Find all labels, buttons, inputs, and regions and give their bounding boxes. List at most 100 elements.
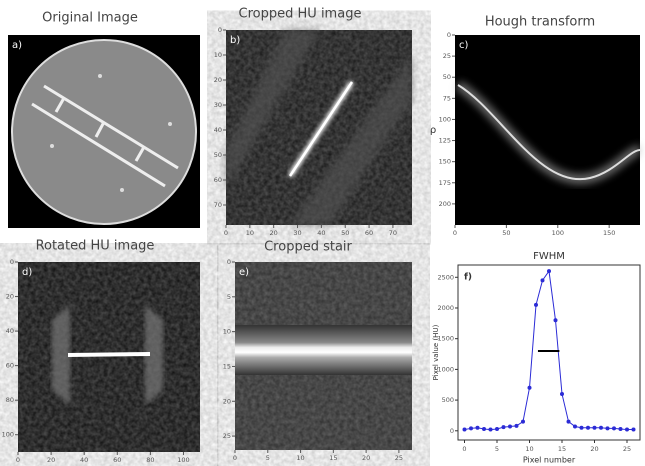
data-point [502, 425, 506, 429]
x-tick-label: 50 [341, 229, 349, 237]
y-tick-label: 0 [10, 258, 14, 266]
image-d [18, 262, 200, 452]
data-point [541, 278, 545, 282]
y-axis-label: ρ [430, 125, 436, 136]
y-tick-label: 75 [443, 94, 451, 102]
x-tick-label: 5 [495, 445, 499, 453]
x-tick-label: 0 [224, 229, 228, 237]
x-tick-label: 0 [233, 454, 237, 462]
panel-label: e) [239, 267, 249, 278]
data-point [625, 428, 629, 432]
x-tick-label: 40 [317, 229, 325, 237]
y-tick-label: 1500 [437, 335, 454, 343]
data-point [606, 426, 610, 430]
data-point [586, 426, 590, 430]
figure: Original Image a) Cropped HU image b) 0 10 20 3… [0, 0, 645, 466]
panel-title: Original Image [42, 11, 138, 26]
y-tick-label: 10 [214, 51, 222, 59]
panel-label: b) [230, 35, 240, 46]
data-point [508, 424, 512, 428]
y-tick-label: 30 [214, 101, 222, 109]
data-point [567, 420, 571, 424]
data-point [554, 318, 558, 322]
panel-title: Cropped HU image [239, 7, 362, 22]
data-point [521, 420, 525, 424]
x-tick-label: 20 [362, 454, 370, 462]
x-tick-label: 25 [395, 454, 403, 462]
y-tick-label: 5 [227, 293, 231, 301]
y-tick-label: 80 [6, 396, 14, 404]
data-point [547, 269, 551, 273]
y-tick-label: 40 [214, 126, 222, 134]
data-point [632, 428, 636, 432]
x-axis-label: Pixel number [523, 456, 576, 465]
page: {"panels": [ {"title": "Original Image",… [0, 0, 645, 466]
y-tick-label: 50 [443, 73, 451, 81]
y-tick-label: 40 [6, 327, 14, 335]
x-tick-label: 30 [293, 229, 301, 237]
x-tick-label: 20 [270, 229, 278, 237]
x-tick-label: 15 [329, 454, 337, 462]
x-tick-label: 15 [558, 445, 566, 453]
y-tick-label: 25 [223, 432, 231, 440]
y-tick-label: 500 [442, 396, 454, 404]
x-tick-label: 25 [623, 445, 631, 453]
image-e [235, 262, 412, 450]
plot-frame [458, 265, 640, 440]
y-tick-label: 150 [439, 158, 451, 166]
data-point [580, 426, 584, 430]
panel-label: a) [12, 40, 22, 51]
x-tick-label: 0 [453, 229, 457, 237]
x-tick-label: 0 [462, 445, 466, 453]
image-a [8, 35, 200, 228]
y-tick-label: 1000 [437, 365, 454, 373]
data-point [612, 426, 616, 430]
data-point [489, 428, 493, 432]
data-point [528, 386, 532, 390]
y-tick-label: 20 [223, 397, 231, 405]
data-point [619, 427, 623, 431]
y-tick-label: 15 [223, 362, 231, 370]
x-tick-label: 70 [389, 229, 397, 237]
x-tick-label: 10 [246, 229, 254, 237]
x-tick-label: 5 [266, 454, 270, 462]
y-tick-label: 10 [223, 328, 231, 336]
panel-title: Hough transform [485, 15, 595, 30]
y-tick-label: 70 [214, 201, 222, 209]
y-tick-label: 100 [2, 431, 14, 439]
x-tick-label: 10 [525, 445, 533, 453]
x-tick-label: 150 [603, 229, 615, 237]
y-tick-label: 0 [218, 26, 222, 34]
x-tick-label: 80 [146, 456, 154, 464]
y-tick-label: 25 [443, 52, 451, 60]
panel-label: c) [459, 40, 468, 51]
chart-title: FWHM [533, 251, 565, 262]
image-b [226, 30, 412, 225]
data-point [534, 303, 538, 307]
x-tick-label: 50 [502, 229, 510, 237]
y-tick-label: 125 [439, 137, 451, 145]
image-c [455, 35, 640, 225]
data-point [463, 428, 467, 432]
y-tick-label: 2000 [437, 304, 454, 312]
x-tick-label: 40 [80, 456, 88, 464]
y-tick-label: 0 [447, 31, 451, 39]
y-tick-label: 20 [214, 76, 222, 84]
x-tick-label: 100 [177, 456, 189, 464]
y-tick-label: 100 [439, 115, 451, 123]
y-tick-label: 200 [439, 200, 451, 208]
y-tick-label: 175 [439, 179, 451, 187]
x-tick-label: 0 [16, 456, 20, 464]
data-point [560, 392, 564, 396]
data-point [573, 424, 577, 428]
data-point [593, 426, 597, 430]
x-tick-label: 60 [113, 456, 121, 464]
panel-title: Cropped stair [264, 240, 352, 255]
data-point [476, 426, 480, 430]
panel-label: d) [22, 267, 32, 278]
panel-title: Rotated HU image [36, 239, 155, 254]
data-point [469, 426, 473, 430]
x-tick-label: 10 [296, 454, 304, 462]
y-tick-label: 50 [214, 151, 222, 159]
y-tick-label: 2500 [437, 273, 454, 281]
